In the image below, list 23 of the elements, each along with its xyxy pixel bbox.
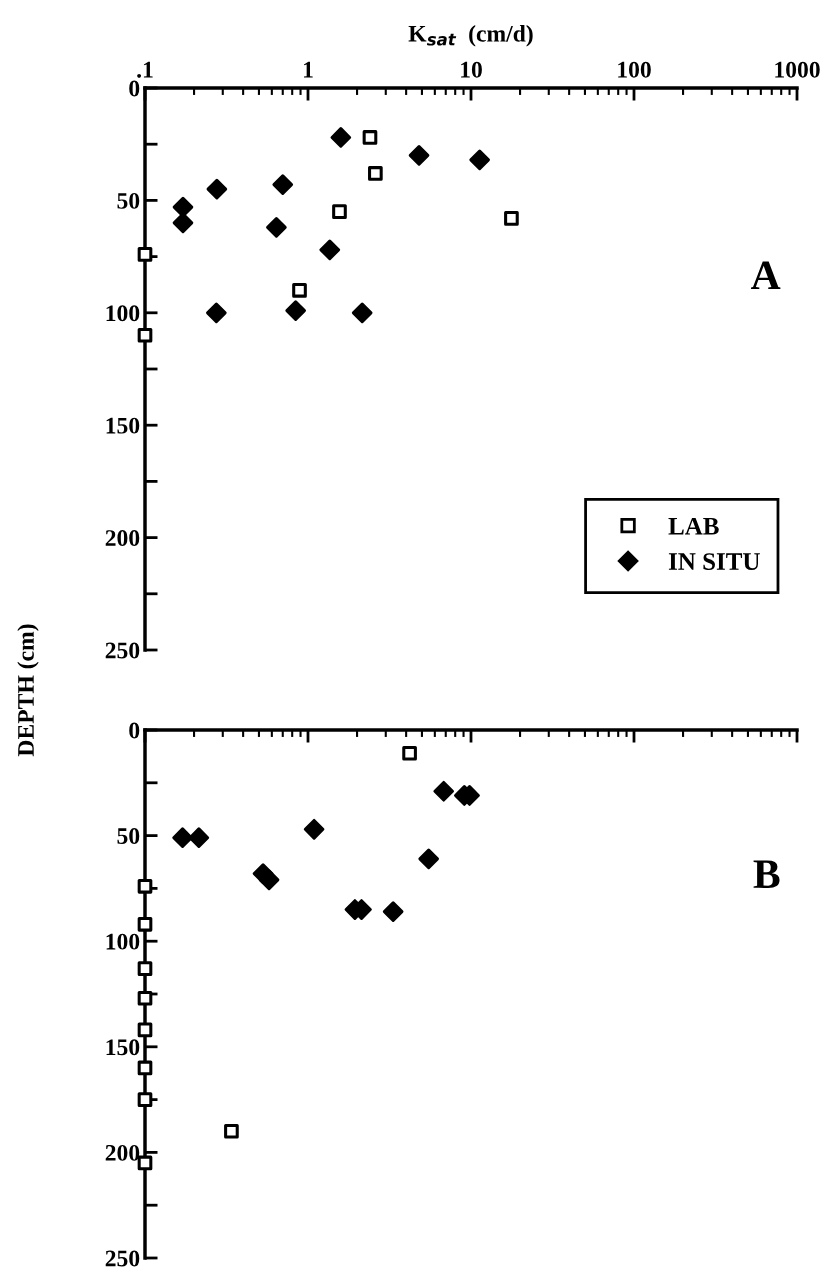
annotation: A: [751, 261, 781, 290]
x-tick-label: 1000: [775, 61, 820, 78]
y-tick-label: 200: [105, 1144, 140, 1161]
y-tick-label: 200: [105, 530, 140, 547]
y-tick-label: 50: [117, 192, 140, 209]
y-tick-label: 150: [106, 417, 140, 434]
y-tick-label: 150: [106, 1039, 140, 1056]
x-tick-label: 1: [303, 61, 313, 78]
y-tick-label: 250: [105, 642, 140, 659]
x-tick-label: 10: [461, 61, 482, 78]
x-axis-title: K$_{sat}$ (cm/d): [408, 25, 533, 47]
y-tick-label: 0: [129, 722, 140, 739]
annotation: B: [753, 860, 780, 888]
y-tick-label: 50: [117, 828, 140, 845]
legend-label: IN SITU: [668, 553, 760, 570]
y-tick-label: 0: [129, 80, 140, 97]
legend-label: LAB: [668, 517, 719, 535]
y-tick-label: 100: [106, 305, 140, 322]
y-tick-label: 250: [105, 1250, 140, 1267]
y-tick-label: 100: [106, 933, 140, 950]
y-axis-title: DEPTH (cm): [17, 624, 39, 757]
x-tick-label: .1: [137, 61, 153, 78]
x-tick-label: 100: [618, 61, 651, 78]
